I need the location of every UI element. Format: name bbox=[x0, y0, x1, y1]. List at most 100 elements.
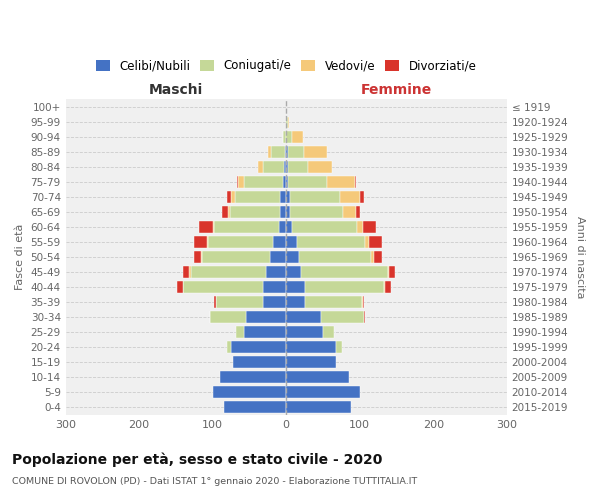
Bar bbox=[273, 236, 286, 248]
Bar bbox=[361, 192, 364, 202]
Bar bbox=[292, 132, 303, 142]
Bar bbox=[362, 222, 376, 232]
Bar bbox=[208, 236, 273, 248]
Bar bbox=[191, 266, 266, 278]
Bar bbox=[233, 356, 286, 368]
Bar bbox=[270, 252, 286, 262]
Bar bbox=[336, 342, 342, 352]
Bar bbox=[263, 282, 286, 292]
Bar bbox=[194, 236, 207, 248]
Bar bbox=[244, 176, 283, 188]
Bar bbox=[305, 282, 384, 292]
Bar bbox=[214, 222, 279, 232]
Bar bbox=[263, 296, 286, 308]
Bar bbox=[224, 402, 286, 412]
Bar bbox=[389, 266, 395, 278]
Bar bbox=[212, 222, 214, 232]
Bar bbox=[268, 146, 271, 158]
Bar bbox=[287, 116, 289, 128]
Bar bbox=[183, 282, 263, 292]
Bar bbox=[369, 236, 382, 248]
Bar bbox=[357, 222, 362, 232]
Text: Maschi: Maschi bbox=[149, 84, 203, 98]
Text: Popolazione per età, sesso e stato civile - 2020: Popolazione per età, sesso e stato civil… bbox=[12, 452, 382, 467]
Bar bbox=[286, 356, 336, 368]
Bar bbox=[286, 116, 287, 128]
Bar bbox=[286, 176, 289, 188]
Bar bbox=[189, 266, 191, 278]
Bar bbox=[280, 192, 286, 202]
Bar bbox=[284, 162, 286, 172]
Bar bbox=[194, 252, 201, 262]
Bar bbox=[286, 282, 305, 292]
Bar bbox=[287, 162, 308, 172]
Bar bbox=[222, 206, 228, 218]
Bar bbox=[286, 372, 349, 382]
Bar bbox=[322, 312, 364, 322]
Bar bbox=[285, 146, 286, 158]
Bar bbox=[201, 252, 202, 262]
Y-axis label: Anni di nascita: Anni di nascita bbox=[575, 216, 585, 298]
Bar bbox=[286, 132, 292, 142]
Y-axis label: Fasce di età: Fasce di età bbox=[15, 224, 25, 290]
Bar bbox=[176, 282, 182, 292]
Bar bbox=[235, 192, 280, 202]
Bar bbox=[388, 266, 389, 278]
Bar bbox=[286, 146, 287, 158]
Bar bbox=[356, 206, 360, 218]
Bar bbox=[263, 162, 284, 172]
Bar bbox=[271, 146, 285, 158]
Bar bbox=[385, 282, 391, 292]
Bar bbox=[290, 192, 340, 202]
Bar bbox=[326, 176, 355, 188]
Bar bbox=[217, 296, 263, 308]
Bar bbox=[286, 252, 299, 262]
Bar bbox=[286, 236, 297, 248]
Bar bbox=[286, 222, 292, 232]
Bar bbox=[220, 372, 286, 382]
Bar bbox=[286, 312, 322, 322]
Bar bbox=[297, 236, 365, 248]
Bar bbox=[207, 236, 208, 248]
Bar bbox=[286, 206, 290, 218]
Bar bbox=[283, 176, 286, 188]
Bar bbox=[371, 252, 374, 262]
Bar bbox=[290, 206, 343, 218]
Bar bbox=[283, 132, 286, 142]
Bar bbox=[323, 326, 334, 338]
Bar bbox=[246, 312, 286, 322]
Bar bbox=[364, 312, 365, 322]
Bar bbox=[227, 342, 231, 352]
Bar bbox=[384, 282, 385, 292]
Bar bbox=[286, 326, 323, 338]
Bar bbox=[286, 266, 301, 278]
Bar bbox=[280, 206, 286, 218]
Bar bbox=[340, 192, 361, 202]
Bar bbox=[286, 162, 287, 172]
Bar bbox=[365, 236, 369, 248]
Text: COMUNE DI ROVOLON (PD) - Dati ISTAT 1° gennaio 2020 - Elaborazione TUTTITALIA.IT: COMUNE DI ROVOLON (PD) - Dati ISTAT 1° g… bbox=[12, 478, 417, 486]
Bar bbox=[279, 222, 286, 232]
Bar bbox=[244, 326, 286, 338]
Bar bbox=[308, 162, 332, 172]
Legend: Celibi/Nubili, Coniugati/e, Vedovi/e, Divorziati/e: Celibi/Nubili, Coniugati/e, Vedovi/e, Di… bbox=[91, 54, 481, 77]
Bar bbox=[211, 312, 246, 322]
Bar bbox=[305, 296, 362, 308]
Bar bbox=[214, 296, 215, 308]
Bar bbox=[289, 176, 326, 188]
Bar bbox=[182, 282, 183, 292]
Bar bbox=[286, 386, 360, 398]
Bar bbox=[355, 176, 356, 188]
Bar bbox=[304, 146, 328, 158]
Bar bbox=[257, 162, 263, 172]
Bar bbox=[236, 326, 244, 338]
Bar bbox=[231, 192, 235, 202]
Bar bbox=[287, 146, 304, 158]
Bar bbox=[210, 312, 211, 322]
Bar bbox=[212, 386, 286, 398]
Bar bbox=[343, 206, 356, 218]
Bar bbox=[230, 206, 280, 218]
Bar bbox=[362, 296, 364, 308]
Bar bbox=[237, 176, 238, 188]
Bar bbox=[231, 342, 286, 352]
